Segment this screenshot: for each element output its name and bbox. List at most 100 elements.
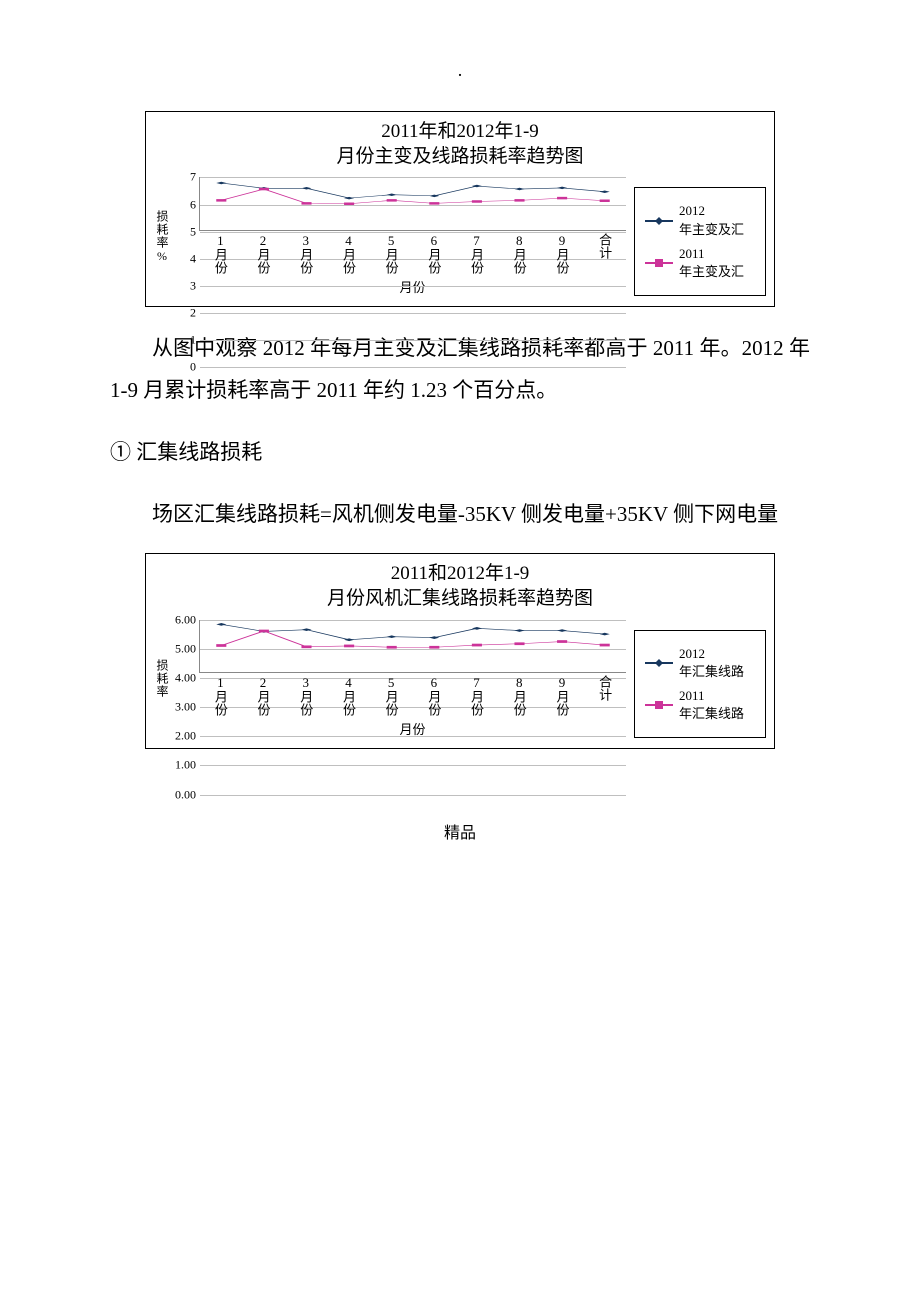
marker-icon	[387, 194, 397, 196]
y-tick-label: 0.00	[175, 787, 200, 802]
chart-2: 2011和2012年1-9 月份风机汇集线路损耗率趋势图 损耗率 0.001.00…	[145, 553, 775, 749]
series-markers	[200, 177, 626, 230]
marker-icon	[514, 642, 524, 645]
chart-title: 2011和2012年1-9 月份风机汇集线路损耗率趋势图	[146, 554, 774, 615]
x-tick-label: 3月份	[296, 675, 315, 716]
y-tick-label: 3.00	[175, 700, 200, 715]
x-ticks: 1月份 2月份 3月份 4月份 5月份 6月份 7月份 8月份 9月份 合计	[199, 673, 626, 733]
marker-icon	[429, 203, 439, 205]
marker-icon	[429, 195, 439, 197]
marker-icon	[557, 629, 567, 632]
x-tick-label: 2月份	[254, 675, 273, 716]
legend-item: 2012年主变及汇	[645, 202, 755, 238]
gridline	[200, 340, 626, 341]
legend-swatch	[645, 256, 673, 270]
y-tick-label: 1.00	[175, 758, 200, 773]
page: . 2011年和2012年1-9 月份主变及线路损耗率趋势图 损耗率% 01234…	[0, 0, 920, 883]
marker-icon	[472, 626, 482, 629]
legend-item: 2011年汇集线路	[645, 687, 755, 723]
marker-icon	[344, 644, 354, 647]
paragraph-2: ① 汇集线路损耗	[110, 431, 810, 473]
marker-icon	[600, 200, 610, 202]
y-tick-label: 4.00	[175, 670, 200, 685]
marker-icon	[216, 644, 226, 647]
marker-icon	[514, 188, 524, 190]
legend-label: 2011年主变及汇	[679, 245, 744, 281]
marker-icon	[557, 197, 567, 199]
marker-icon	[344, 197, 354, 199]
legend-label: 2011年汇集线路	[679, 687, 744, 723]
x-tick-label: 4月份	[339, 233, 358, 274]
y-tick-label: 5.00	[175, 641, 200, 656]
marker-icon	[600, 191, 610, 193]
plot-area: 01234567	[199, 177, 626, 231]
marker-icon	[387, 645, 397, 648]
x-tick-label: 6月份	[424, 233, 443, 274]
legend-item: 2012年汇集线路	[645, 645, 755, 681]
x-tick-label: 7月份	[467, 675, 486, 716]
marker-icon	[259, 629, 269, 632]
marker-icon	[216, 199, 226, 201]
x-tick-label: 4月份	[339, 675, 358, 716]
legend-swatch	[645, 214, 673, 228]
x-tick-label: 1月份	[211, 233, 230, 274]
marker-icon	[259, 188, 269, 190]
plot-area: 0.001.002.003.004.005.006.00	[199, 620, 626, 674]
gridline	[200, 736, 626, 737]
marker-icon	[472, 185, 482, 187]
paragraph-3: 场区汇集线路损耗=风机侧发电量-35KV 侧发电量+35KV 侧下网电量	[110, 493, 810, 535]
y-tick-label: 2	[190, 306, 200, 321]
marker-icon	[600, 632, 610, 635]
marker-icon	[216, 623, 226, 626]
series-markers	[200, 620, 626, 673]
x-tick-label: 5月份	[382, 233, 401, 274]
chart-title-line2: 月份主变及线路损耗率趋势图	[336, 146, 583, 167]
y-axis-label: 损耗率%	[154, 210, 173, 264]
legend: 2012年汇集线路 2011年汇集线路	[634, 630, 766, 739]
legend-swatch	[645, 656, 673, 670]
chart-title-line1: 2011和2012年1-9	[391, 563, 530, 584]
y-tick-label: 6	[190, 197, 200, 212]
y-tick-label: 6.00	[175, 612, 200, 627]
x-tick-label: 6月份	[424, 675, 443, 716]
marker-icon	[344, 638, 354, 641]
marker-icon	[301, 645, 311, 648]
gridline	[200, 367, 626, 368]
y-tick-label: 0	[190, 360, 200, 375]
marker-icon	[472, 201, 482, 203]
x-ticks: 1月份2月份3月份4月份5月份6月份7月份8月份9月份合计	[199, 231, 626, 291]
x-tick-label: 8月份	[510, 675, 529, 716]
marker-icon	[344, 203, 354, 205]
x-tick-label: 合计	[595, 675, 614, 701]
chart-1: 2011年和2012年1-9 月份主变及线路损耗率趋势图 损耗率% 0123456…	[145, 111, 775, 307]
legend-item: 2011年主变及汇	[645, 245, 755, 281]
x-tick-label: 5月份	[382, 675, 401, 716]
chart-title-line2: 月份风机汇集线路损耗率趋势图	[327, 588, 593, 609]
marker-icon	[557, 187, 567, 189]
footer-text: 精品	[0, 819, 920, 843]
x-tick-label: 7月份	[467, 233, 486, 274]
marker-icon	[600, 643, 610, 646]
y-tick-label: 7	[190, 170, 200, 185]
x-tick-label: 8月份	[510, 233, 529, 274]
x-tick-label: 9月份	[552, 675, 571, 716]
top-dot: .	[0, 60, 920, 81]
marker-icon	[557, 640, 567, 643]
marker-icon	[514, 629, 524, 632]
gridline	[200, 795, 626, 796]
x-tick-label: 1月份	[211, 675, 230, 716]
legend: 2012年主变及汇 2011年主变及汇	[634, 187, 766, 296]
marker-icon	[429, 645, 439, 648]
marker-icon	[514, 199, 524, 201]
marker-icon	[301, 187, 311, 189]
gridline	[200, 765, 626, 766]
marker-icon	[387, 635, 397, 638]
legend-swatch	[645, 698, 673, 712]
marker-icon	[301, 203, 311, 205]
gridline	[200, 313, 626, 314]
y-axis-label: 损耗率	[154, 659, 173, 698]
x-tick-label: 3月份	[296, 233, 315, 274]
marker-icon	[216, 182, 226, 184]
chart-title: 2011年和2012年1-9 月份主变及线路损耗率趋势图	[146, 112, 774, 173]
x-tick-label: 2月份	[254, 233, 273, 274]
